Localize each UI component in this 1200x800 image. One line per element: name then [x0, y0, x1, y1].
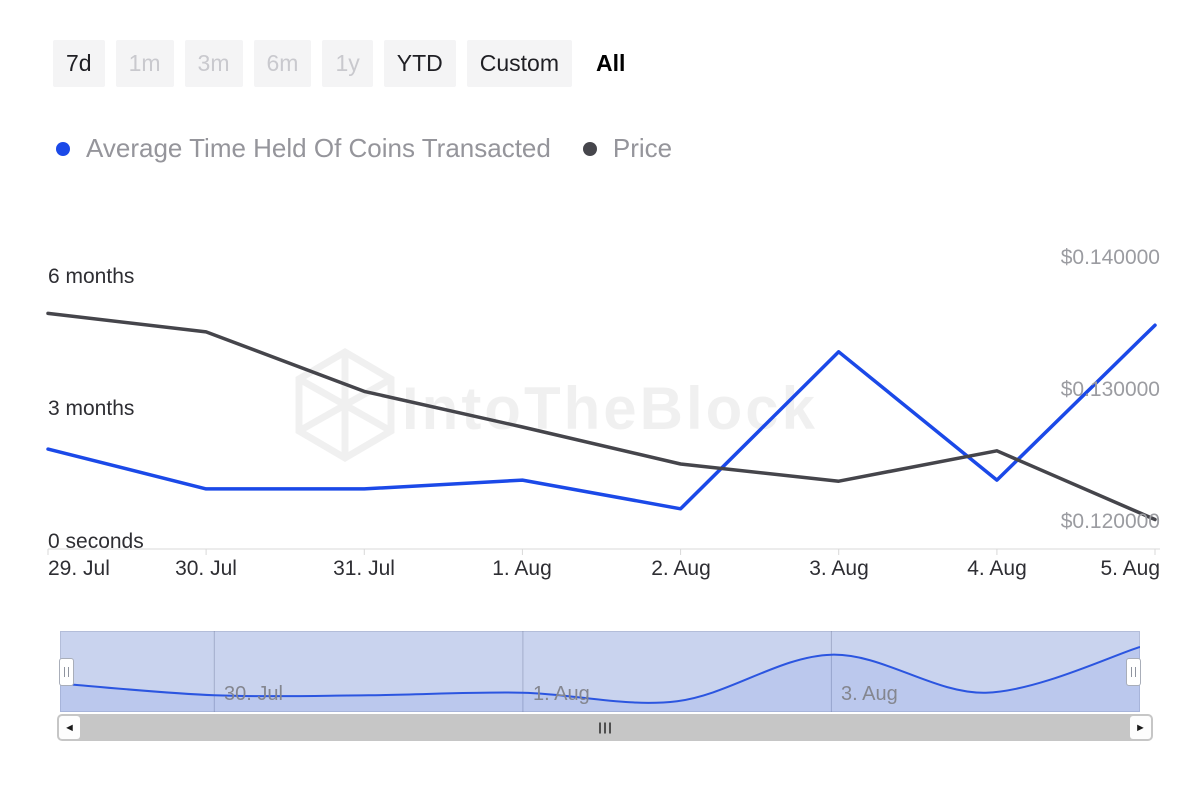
chart-navigator[interactable]: 30. Jul 1. Aug 3. Aug — [59, 631, 1141, 712]
scroll-right-button[interactable]: ► — [1130, 716, 1151, 739]
range-button-1m[interactable]: 1m — [115, 40, 174, 87]
right-axis-tick-label: $0.140000 — [1060, 246, 1160, 269]
scrollbar-grip-icon[interactable] — [599, 722, 611, 733]
legend-marker-blue-icon — [56, 141, 70, 156]
x-axis-tick-label: 4. Aug — [967, 557, 1027, 580]
navigator-axis-label: 1. Aug — [533, 683, 590, 705]
scroll-left-button[interactable]: ◄ — [59, 716, 80, 739]
navigator-area — [60, 646, 1140, 712]
right-axis-tick-label: $0.130000 — [1060, 378, 1160, 401]
range-button-1y[interactable]: 1y — [322, 40, 373, 87]
chart-legend: Average Time Held Of Coins Transacted Pr… — [56, 133, 672, 164]
right-axis-tick-label: $0.120000 — [1060, 510, 1160, 533]
x-axis-tick-label: 1. Aug — [492, 557, 552, 580]
left-axis-tick-label: 3 months — [48, 397, 135, 420]
navigator-mini-chart — [60, 631, 1140, 712]
range-button-6m[interactable]: 6m — [253, 40, 312, 87]
legend-item-price[interactable]: Price — [582, 133, 673, 164]
range-button-ytd[interactable]: YTD — [383, 40, 456, 87]
x-axis-tick-label: 5. Aug — [1100, 557, 1160, 580]
x-axis-tick-label: 29. Jul — [48, 557, 110, 580]
range-button-all[interactable]: All — [583, 40, 638, 87]
x-axis-tick-label: 2. Aug — [651, 557, 711, 580]
main-chart: IntoTheBlock — [46, 311, 1160, 555]
navigator-left-handle[interactable] — [59, 658, 74, 686]
x-axis-tick-label: 30. Jul — [175, 557, 237, 580]
navigator-axis-label: 30. Jul — [224, 683, 283, 705]
navigator-axis-label: 3. Aug — [841, 683, 898, 705]
time-range-toolbar: 7d 1m 3m 6m 1y YTD Custom All — [53, 40, 638, 87]
navigator-line — [60, 645, 1140, 704]
legend-marker-dark-icon — [582, 141, 597, 156]
navigator-right-handle[interactable] — [1126, 658, 1141, 686]
series-line-1 — [46, 311, 1157, 522]
x-axis-tick-label: 3. Aug — [809, 557, 869, 580]
left-axis-tick-label: 6 months — [48, 265, 135, 288]
watermark-text: IntoTheBlock — [402, 375, 818, 442]
range-button-7d[interactable]: 7d — [53, 40, 105, 87]
horizontal-scrollbar[interactable]: ◄ ► — [57, 714, 1153, 741]
legend-label-price: Price — [612, 133, 673, 163]
range-button-custom[interactable]: Custom — [466, 40, 572, 87]
watermark: IntoTheBlock — [295, 347, 818, 463]
legend-label-avg-time-held: Average Time Held Of Coins Transacted — [86, 133, 551, 163]
range-button-3m[interactable]: 3m — [184, 40, 243, 87]
x-axis-tick-label: 31. Jul — [333, 557, 395, 580]
legend-item-avg-time-held[interactable]: Average Time Held Of Coins Transacted — [56, 133, 551, 164]
series-line-0 — [46, 323, 1157, 511]
series-layer — [46, 311, 1160, 555]
left-axis-tick-label: 0 seconds — [48, 530, 144, 553]
